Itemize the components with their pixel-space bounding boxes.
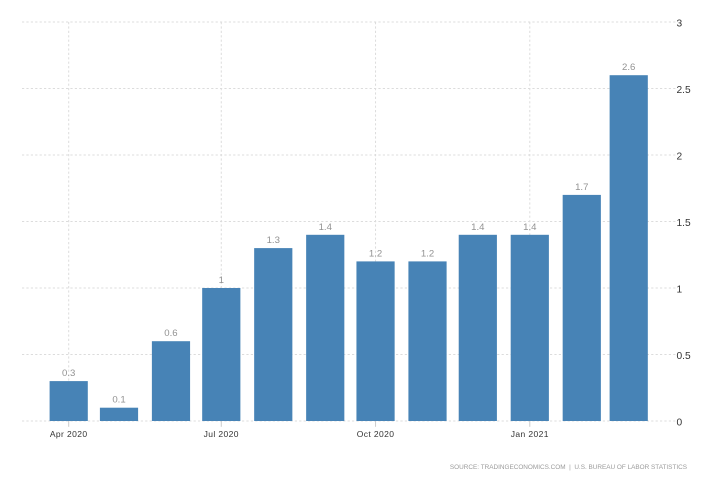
svg-text:2.6: 2.6 xyxy=(622,62,635,73)
svg-text:3: 3 xyxy=(677,19,683,30)
svg-text:0.3: 0.3 xyxy=(62,368,75,379)
svg-text:Oct 2020: Oct 2020 xyxy=(357,429,395,439)
svg-text:1: 1 xyxy=(219,275,224,286)
svg-text:2.5: 2.5 xyxy=(677,85,691,96)
svg-text:0: 0 xyxy=(677,418,683,429)
svg-text:0.1: 0.1 xyxy=(112,395,125,406)
svg-text:1.3: 1.3 xyxy=(267,235,280,246)
svg-text:1: 1 xyxy=(677,285,683,296)
svg-text:1.4: 1.4 xyxy=(523,222,537,233)
svg-text:SOURCE: TRADINGECONOMICS.COM: SOURCE: TRADINGECONOMICS.COM | U.S. BURE… xyxy=(450,464,687,471)
svg-text:1.5: 1.5 xyxy=(677,218,691,229)
svg-text:Jan 2021: Jan 2021 xyxy=(511,429,549,439)
svg-text:1.2: 1.2 xyxy=(421,248,434,259)
svg-text:0.5: 0.5 xyxy=(677,351,691,362)
svg-text:1.7: 1.7 xyxy=(575,182,588,193)
svg-text:1.2: 1.2 xyxy=(369,248,382,259)
svg-text:Jul 2020: Jul 2020 xyxy=(204,429,239,439)
svg-text:1.4: 1.4 xyxy=(471,222,485,233)
svg-text:2: 2 xyxy=(677,152,683,163)
svg-text:0.6: 0.6 xyxy=(164,328,177,339)
svg-text:Apr 2020: Apr 2020 xyxy=(50,429,88,439)
svg-text:1.4: 1.4 xyxy=(319,222,333,233)
